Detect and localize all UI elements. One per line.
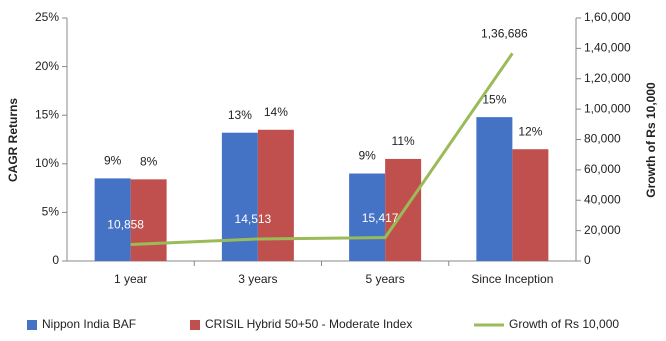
line-series — [130, 52, 514, 247]
line-value-label: 14,513 — [235, 212, 272, 226]
bar — [130, 179, 167, 261]
y-axis-title: CAGR Returns — [6, 98, 20, 182]
y2-axis-title: Growth of Rs 10,000 — [644, 82, 658, 198]
y-tick-label: 25% — [35, 10, 59, 24]
legend-label: Growth of Rs 10,000 — [509, 317, 619, 331]
y2-tick-label: 1,00,000 — [584, 101, 631, 115]
bar — [257, 129, 294, 261]
y2-tick-label: 60,000 — [584, 162, 621, 176]
x-tick-label: 5 years — [365, 272, 404, 286]
y2-tick-label: 0 — [584, 253, 591, 267]
bar-value-label: 9% — [358, 149, 376, 163]
legend-label: CRISIL Hybrid 50+50 - Moderate Index — [205, 317, 412, 331]
bar-value-label: 14% — [264, 105, 288, 119]
bar-value-label: 9% — [104, 154, 122, 168]
y2-tick-label: 1,40,000 — [584, 41, 631, 55]
legend-label: Nippon India BAF — [42, 317, 136, 331]
bar — [349, 173, 386, 261]
y-tick-label: 10% — [35, 156, 59, 170]
bar-value-label: 15% — [482, 92, 506, 106]
bar-value-label: 11% — [392, 134, 415, 148]
bar — [94, 178, 131, 261]
bar — [476, 117, 513, 261]
bar — [512, 149, 549, 261]
y2-tick-label: 1,60,000 — [584, 10, 631, 24]
x-tick-label: Since Inception — [471, 272, 553, 286]
y-tick-label: 0 — [52, 253, 59, 267]
bar-value-label: 8% — [140, 155, 158, 169]
x-tick-label: 1 year — [114, 272, 147, 286]
y2-tick-label: 20,000 — [584, 223, 621, 237]
y2-tick-label: 1,20,000 — [584, 71, 631, 85]
line-value-label: 15,417 — [362, 211, 399, 225]
x-tick-label: 3 years — [238, 272, 277, 286]
line-value-label: 1,36,686 — [481, 27, 528, 41]
bar-value-label: 12% — [518, 124, 542, 138]
line-value-label: 10,858 — [107, 218, 144, 232]
y-tick-label: 20% — [35, 59, 59, 73]
y2-tick-label: 40,000 — [584, 192, 621, 206]
y2-tick-label: 80,000 — [584, 132, 621, 146]
legend-swatch — [27, 320, 37, 330]
y-tick-label: 5% — [42, 205, 60, 219]
y-tick-label: 15% — [35, 107, 59, 121]
bar-value-label: 13% — [228, 108, 252, 122]
legend-swatch — [190, 320, 200, 330]
